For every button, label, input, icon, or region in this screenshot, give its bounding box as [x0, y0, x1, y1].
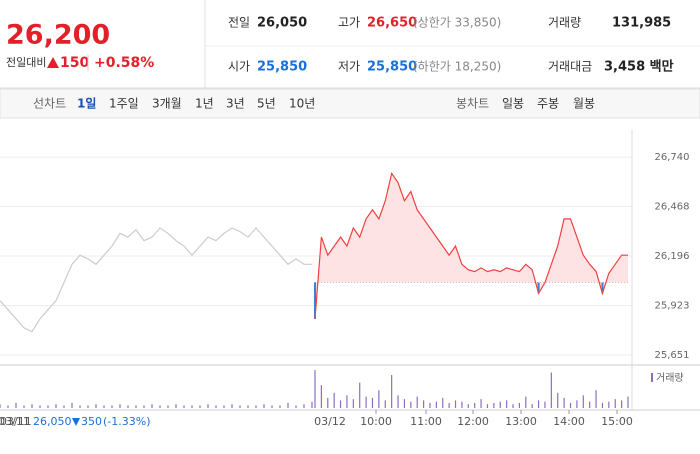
- x-tick-label: 15:00: [601, 415, 633, 428]
- tab-label: 봉차트: [456, 97, 489, 111]
- stat-label: 고가: [338, 16, 360, 30]
- y-tick-label: 26,468: [655, 202, 690, 213]
- legend-swatch: [651, 373, 653, 382]
- tab[interactable]: 1주일: [109, 97, 139, 111]
- x-tick-label: 10:00: [360, 415, 392, 428]
- area: [315, 173, 628, 319]
- stat-label: 저가: [338, 60, 360, 74]
- stat-value: 3,458 백만: [604, 59, 674, 75]
- stat-label: 전일: [228, 16, 250, 30]
- stat-label: 거래량: [548, 16, 581, 30]
- footer-close: 26,050: [33, 415, 72, 428]
- x-tick-label: 03/11: [0, 415, 30, 428]
- x-tick-label: 13:00: [505, 415, 537, 428]
- tabs: 선차트 1일 1주일 3개월 1년 3년 5년 10년 봉차트 일봉 주봉 월봉: [33, 97, 595, 111]
- stat-note: (상한가 33,850): [413, 16, 501, 30]
- stat-note: (하한가 18,250): [413, 60, 501, 74]
- tab[interactable]: 3개월: [152, 97, 182, 111]
- stats: 전일 26,050 고가 26,650(상한가 33,850) 거래량 131,985 시가…: [228, 16, 674, 75]
- tab[interactable]: 1일: [77, 97, 96, 111]
- footer-rate: (-1.33%): [103, 415, 151, 428]
- tab[interactable]: 월봉: [573, 97, 595, 111]
- y-tick-label: 25,923: [655, 301, 690, 312]
- footer-change: 350: [81, 415, 102, 428]
- stat-value: 131,985: [612, 16, 671, 31]
- y-tick-label: 25,651: [655, 350, 690, 361]
- x-tick-label: 14:00: [553, 415, 585, 428]
- up-arrow: [47, 57, 59, 68]
- footer-date: 03/11: [0, 415, 32, 428]
- stat-value: 26,650: [367, 16, 417, 31]
- stat-value: 25,850: [367, 60, 417, 75]
- tab-bar: [0, 88, 700, 119]
- tab-label: 선차트: [33, 97, 66, 111]
- price: 26,200: [6, 20, 110, 51]
- tab[interactable]: 3년: [226, 97, 245, 111]
- change: 150: [60, 55, 89, 71]
- down-arrow: [72, 418, 80, 426]
- tab[interactable]: 1년: [195, 97, 214, 111]
- legend-label: 거래량: [656, 372, 684, 384]
- stat-label: 시가: [228, 60, 250, 74]
- x-tick-label: 11:00: [410, 415, 442, 428]
- tab[interactable]: 주봉: [537, 97, 559, 111]
- change-label: 전일대비: [6, 55, 46, 69]
- change-rate: +0.58%: [94, 55, 154, 71]
- tab[interactable]: 일봉: [502, 97, 524, 111]
- tab[interactable]: 10년: [289, 97, 315, 111]
- price-line: [314, 171, 628, 319]
- x-tick-label: 12:00: [457, 415, 489, 428]
- y-tick-label: 26,196: [655, 251, 690, 262]
- stat-value: 25,850: [257, 60, 307, 75]
- tab[interactable]: 5년: [257, 97, 276, 111]
- x-tick-label: 03/12: [314, 415, 346, 428]
- y-tick-label: 26,740: [655, 152, 690, 163]
- stat-value: 26,050: [257, 16, 307, 31]
- price-line: [0, 227, 312, 333]
- stat-label: 거래대금: [548, 60, 592, 74]
- chart: 26,740 26,468 26,196 25,923 25,651 03/11 03/12…: [0, 130, 700, 428]
